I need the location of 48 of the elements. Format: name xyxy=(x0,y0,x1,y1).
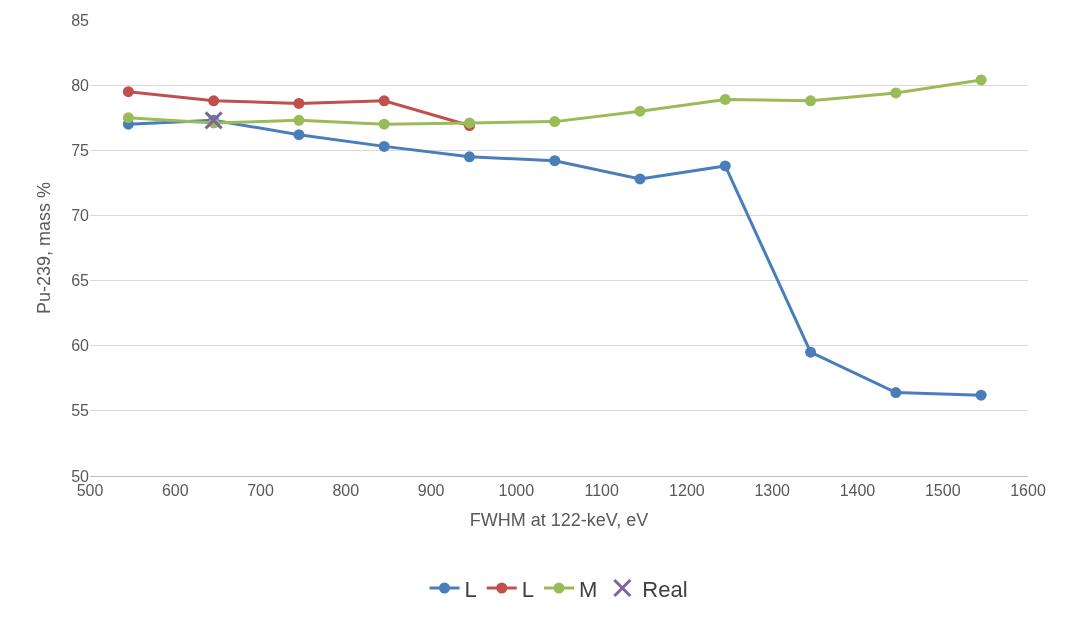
y-tick-label: 80 xyxy=(71,76,90,94)
point xyxy=(293,114,305,126)
point xyxy=(890,87,902,99)
x-tick-label: 500 xyxy=(76,482,104,500)
point xyxy=(293,129,305,141)
point xyxy=(378,140,390,152)
legend-label: Real xyxy=(642,576,688,602)
point xyxy=(549,116,561,128)
y-axis-title: Pu-239, mass % xyxy=(34,181,55,315)
point xyxy=(634,173,646,185)
x-tick-label: 800 xyxy=(332,482,360,500)
point xyxy=(122,86,134,98)
point xyxy=(634,105,646,117)
x-tick-label: 600 xyxy=(161,482,189,500)
y-tick-label: 50 xyxy=(71,467,90,485)
x-tick-label: 1000 xyxy=(498,482,535,500)
x-tick-label: 1400 xyxy=(839,482,876,500)
point xyxy=(122,112,134,124)
point xyxy=(890,387,902,399)
legend-label: L xyxy=(464,576,477,602)
x-tick-label: 700 xyxy=(247,482,274,500)
y-tick-label: 55 xyxy=(71,402,90,420)
y-tick-label: 65 xyxy=(71,272,90,290)
y-tick-label: 60 xyxy=(71,337,90,355)
y-tick-label: 85 xyxy=(71,11,90,29)
y-tick-label: 75 xyxy=(71,141,90,159)
point xyxy=(378,118,390,130)
point xyxy=(293,97,305,109)
x-tick-label: 900 xyxy=(417,482,445,500)
point xyxy=(805,95,817,107)
point xyxy=(549,155,561,167)
x-tick-label: 1600 xyxy=(1010,482,1046,500)
point xyxy=(719,93,731,105)
y-tick-label: 70 xyxy=(71,207,90,225)
x-axis-title: FWHM at 122-keV, eV xyxy=(469,510,649,531)
point xyxy=(719,160,731,172)
x-tick-label: 1500 xyxy=(924,482,961,500)
point xyxy=(975,389,987,401)
point xyxy=(378,95,390,107)
point xyxy=(805,346,817,358)
point xyxy=(975,74,987,86)
legend-label: M xyxy=(579,576,598,602)
point xyxy=(208,95,220,107)
x-tick-label: 1100 xyxy=(584,482,619,500)
point xyxy=(463,151,475,163)
x-tick-label: 1200 xyxy=(669,482,705,500)
legend-label: L xyxy=(521,576,534,602)
x-tick-label: 1300 xyxy=(754,482,791,500)
